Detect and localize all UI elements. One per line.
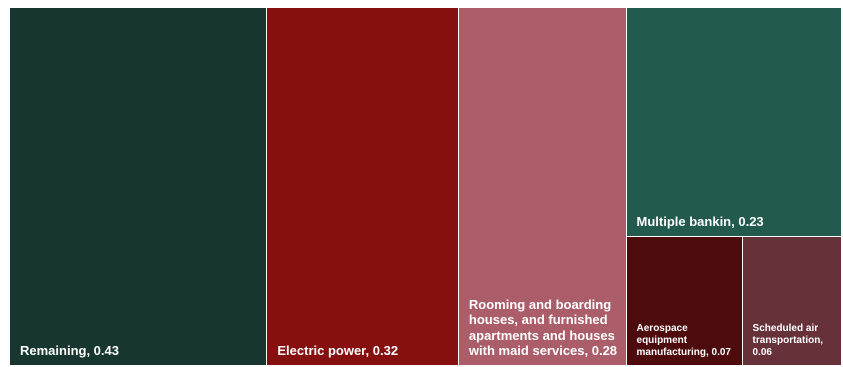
tile-multiple-banking: Multiple bankin, 0.23 [626,8,842,237]
tile-label: Rooming and boarding houses, and furnish… [468,296,618,359]
tile-label: Electric power, 0.32 [277,343,399,359]
tile-label: Remaining, 0.43 [20,343,119,359]
tile-label: Scheduled air transportation, 0.06 [752,322,824,358]
tile-scheduled-air-transport: Scheduled air transportation, 0.06 [742,236,842,366]
tile-rooming-boarding-houses: Rooming and boarding houses, and furnish… [458,8,627,366]
tile-remaining: Remaining, 0.43 [10,8,268,366]
tile-label: Multiple bankin, 0.23 [636,214,764,230]
tile-aerospace-equipment: Aerospace equipment manufacturing, 0.07 [626,236,743,366]
tile-label: Aerospace equipment manufacturing, 0.07 [636,322,731,358]
tile-electric-power: Electric power, 0.32 [267,8,459,366]
treemap-chart: Remaining, 0.43 Electric power, 0.32 Roo… [10,8,842,366]
